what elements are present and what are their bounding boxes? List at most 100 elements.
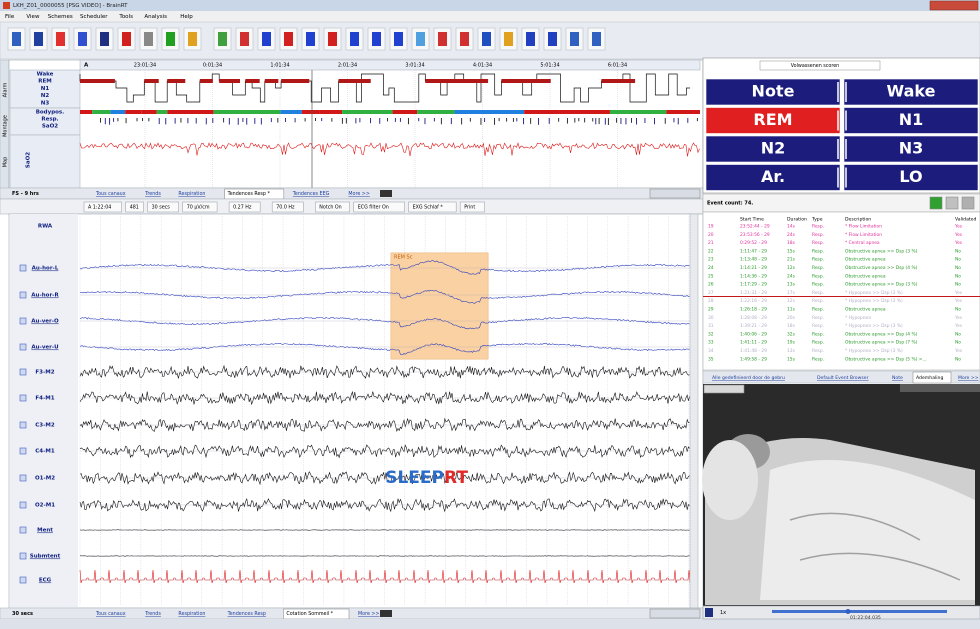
event-tab[interactable]: Ademhaling <box>916 375 943 381</box>
event-cell[interactable]: * Hypopnea >> Dsp (3 %) <box>845 298 903 304</box>
event-cell[interactable]: 27 <box>708 290 714 296</box>
active-tab[interactable] <box>912 371 952 384</box>
event-cell[interactable]: Obstructive apnea >> Dsp (3 %) <box>845 248 918 254</box>
score-button[interactable] <box>843 164 979 191</box>
event-cell[interactable]: 32 <box>708 331 714 337</box>
event-cell[interactable]: 33 <box>708 340 714 346</box>
events-tool[interactable] <box>961 196 975 210</box>
side-tab[interactable]: Montage <box>3 115 9 137</box>
side-tab[interactable]: Map <box>3 157 9 168</box>
signal-control[interactable] <box>228 201 261 213</box>
event-cell[interactable]: Resp. <box>812 232 824 238</box>
event-cell[interactable]: 18s <box>787 240 796 246</box>
channel-label[interactable]: Ment <box>37 528 53 534</box>
event-cell[interactable]: 30 <box>708 315 714 321</box>
event-cell[interactable]: Resp. <box>812 298 824 304</box>
event-cell[interactable]: 24s <box>787 232 796 238</box>
channel-handle[interactable] <box>19 291 27 299</box>
event-cell[interactable]: 35 <box>708 356 714 362</box>
channel-handle[interactable] <box>19 264 27 272</box>
score-button[interactable] <box>843 107 979 134</box>
event-cell[interactable]: 0:29:52 - 29 <box>740 240 767 246</box>
event-cell[interactable]: No <box>955 356 961 362</box>
signal-control[interactable] <box>314 201 350 213</box>
event-tab[interactable]: Note <box>892 375 903 381</box>
column-header[interactable]: Duration <box>787 217 807 223</box>
menu-item[interactable]: Analysis <box>144 14 167 20</box>
event-cell[interactable]: 1:13:48 - 29 <box>740 257 767 263</box>
channel-handle[interactable] <box>19 501 27 509</box>
event-cell[interactable]: 1:21:31 - 29 <box>740 290 767 296</box>
event-cell[interactable]: Obstructive apnea >> Dsp (5 %) >... <box>845 356 927 362</box>
menu-item[interactable]: Help <box>180 14 193 20</box>
signal-control[interactable] <box>271 201 304 213</box>
event-cell[interactable]: 24s <box>787 273 796 279</box>
event-cell[interactable]: 13s <box>787 282 796 288</box>
scheme-label[interactable]: Volwassenen scoren <box>791 63 839 69</box>
event-cell[interactable]: 23 <box>708 257 714 263</box>
score-button[interactable] <box>705 135 841 163</box>
event-cell[interactable]: No <box>955 265 961 271</box>
score-button-label[interactable]: N2 <box>761 139 786 158</box>
channel-label[interactable]: Au-hor-L <box>32 266 59 272</box>
event-cell[interactable]: * Central apnea <box>845 240 880 246</box>
channel-handle[interactable] <box>19 394 27 402</box>
event-cell[interactable]: 1:40:06 - 29 <box>740 331 767 337</box>
score-button-label[interactable]: REM <box>753 110 792 129</box>
event-cell[interactable]: * Hypopnea <box>845 315 871 321</box>
score-button-label[interactable]: LO <box>899 167 922 186</box>
channel-label[interactable]: ECG <box>39 578 52 584</box>
signal-control-label[interactable]: ECG filter On <box>358 205 389 211</box>
event-cell[interactable]: Resp. <box>812 248 824 254</box>
score-button[interactable] <box>705 78 841 106</box>
signal-control[interactable] <box>125 201 144 213</box>
event-cell[interactable]: Resp. <box>812 356 824 362</box>
score-button[interactable] <box>843 135 979 163</box>
channel-handle[interactable] <box>19 552 27 560</box>
event-cell[interactable]: 1:28:08 - 29 <box>740 315 767 321</box>
event-cell[interactable]: 15s <box>787 248 796 254</box>
tab[interactable]: Tendences Resp <box>227 611 266 617</box>
event-cell[interactable]: No <box>955 340 961 346</box>
channel-label[interactable]: F3-M2 <box>35 370 54 376</box>
menu-item[interactable]: View <box>26 14 40 20</box>
event-cell[interactable]: 1:22:16 - 29 <box>740 298 767 304</box>
event-cell[interactable]: 14s <box>787 224 796 230</box>
channel-handle[interactable] <box>19 474 27 482</box>
event-cell[interactable]: 21s <box>787 257 796 263</box>
event-cell[interactable]: No <box>955 331 961 337</box>
tab[interactable]: Tous canaux <box>95 611 126 617</box>
event-cell[interactable]: Resp. <box>812 323 824 329</box>
score-button-label[interactable]: N1 <box>899 110 924 129</box>
event-cell[interactable]: 1:14:21 - 29 <box>740 265 767 271</box>
event-cell[interactable]: No <box>955 273 961 279</box>
event-cell[interactable]: Yes <box>954 240 963 246</box>
signal-control-label[interactable]: 70 µV/cm <box>187 205 210 211</box>
event-cell[interactable]: 28 <box>708 298 714 304</box>
score-button[interactable] <box>705 107 841 134</box>
event-cell[interactable]: 12s <box>787 265 796 271</box>
event-cell[interactable]: 11s <box>787 307 796 313</box>
signal-control-label[interactable]: 30 secs <box>152 205 171 211</box>
tab[interactable]: Trends <box>144 611 161 617</box>
event-cell[interactable]: Resp. <box>812 265 824 271</box>
channel-handle[interactable] <box>19 421 27 429</box>
score-button[interactable] <box>705 164 841 191</box>
event-cell[interactable]: Yes <box>954 290 963 296</box>
video-toolbar[interactable] <box>703 384 745 394</box>
event-cell[interactable]: 1:14:36 - 29 <box>740 273 767 279</box>
signal-control[interactable] <box>459 201 486 213</box>
channel-label[interactable]: C4-M1 <box>35 449 55 455</box>
menu-item[interactable]: Scheduler <box>80 14 108 20</box>
tab[interactable]: Respiration <box>178 191 205 197</box>
seek-bar[interactable] <box>772 610 947 613</box>
side-tab[interactable]: Alarm <box>3 83 9 98</box>
menu-item[interactable]: Tools <box>118 14 133 20</box>
event-cell[interactable]: Yes <box>954 348 963 354</box>
signal-control-label[interactable]: 481 <box>130 205 139 211</box>
event-cell[interactable]: No <box>955 257 961 263</box>
event-cell[interactable]: 12s <box>787 298 796 304</box>
event-cell[interactable]: * Hypopnea >> Dsp (3 %) <box>845 348 903 354</box>
event-cell[interactable]: Yes <box>954 323 963 329</box>
channel-label[interactable]: F4-M1 <box>35 396 54 402</box>
